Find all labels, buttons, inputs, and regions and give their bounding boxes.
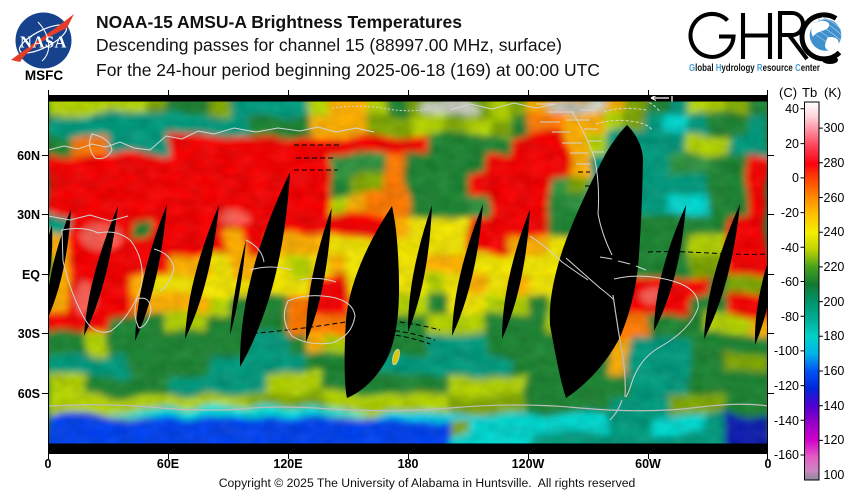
svg-text:60S: 60S [18,387,40,401]
svg-text:180: 180 [398,457,419,471]
svg-text:-120: -120 [774,379,799,393]
svg-text:200: 200 [824,295,845,309]
svg-text:280: 280 [824,156,845,170]
svg-text:NASA: NASA [20,33,67,52]
svg-text:240: 240 [824,225,845,239]
svg-text:0: 0 [45,457,52,471]
svg-text:30N: 30N [17,208,40,222]
svg-text:MSFC: MSFC [25,68,63,83]
svg-text:40: 40 [785,102,799,116]
svg-text:20: 20 [785,137,799,151]
svg-text:-100: -100 [774,344,799,358]
svg-text:Global Hydrology Resource Cent: Global Hydrology Resource Center [689,62,820,74]
svg-text:Tb: Tb [802,85,817,100]
svg-text:-160: -160 [774,448,799,462]
svg-text:60N: 60N [17,149,40,163]
svg-text:60E: 60E [157,457,179,471]
svg-text:60W: 60W [635,457,661,471]
svg-text:180: 180 [824,329,845,343]
svg-text:-80: -80 [781,310,799,324]
svg-text:-20: -20 [781,206,799,220]
svg-text:260: 260 [824,191,845,205]
svg-text:0: 0 [792,171,799,185]
svg-text:-140: -140 [774,414,799,428]
svg-text:-60: -60 [781,275,799,289]
svg-text:220: 220 [824,260,845,274]
svg-text:(C): (C) [779,85,797,100]
svg-text:300: 300 [824,121,845,135]
svg-text:160: 160 [824,364,845,378]
svg-text:-40: -40 [781,241,799,255]
svg-text:120E: 120E [273,457,302,471]
svg-text:140: 140 [824,399,845,413]
svg-text:EQ: EQ [22,268,40,282]
svg-text:100: 100 [824,468,845,482]
svg-text:120W: 120W [512,457,545,471]
svg-text:(K): (K) [824,85,841,100]
svg-text:0: 0 [765,457,772,471]
svg-text:120: 120 [824,433,845,447]
svg-text:30S: 30S [18,327,40,341]
